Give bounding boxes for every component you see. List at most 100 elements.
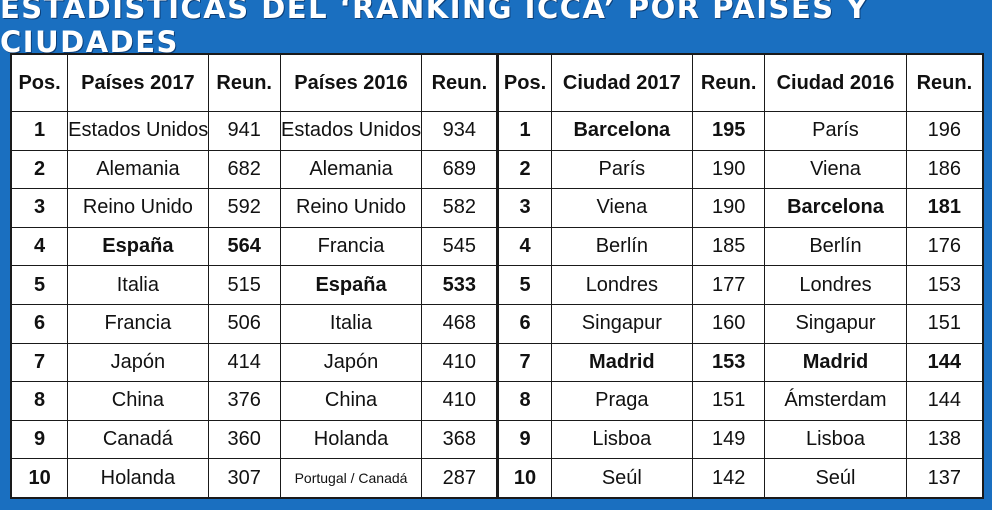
cell-reun-pais-2017: 506 [207,303,281,344]
cell-pais-2016: Japón [279,342,423,383]
table-row: 3 Reino Unido 592 Reino Unido 582 3 Viena 190 Ba… [10,188,984,228]
cell-pais-2017: Italia [67,265,209,305]
header-pos: Pos. [10,54,69,112]
table-row: 2 Alemania 682 Alemania 689 2 París 190 Viena 186 [10,149,984,190]
header-reun-paises-2016: Reun. [421,54,499,112]
cell-reun-ciudad-2017: 142 [692,458,766,498]
cell-reun-pais-2016: 533 [421,265,499,305]
cell-reun-ciudad-2017: 190 [692,188,766,228]
cell-ciudad-2017: Praga [550,381,694,421]
table-row: 1 Estados Unidos 941 Estados Unidos 934 1 Barc… [10,111,984,151]
cell-reun-pais-2016: 468 [421,303,499,344]
cell-reun-ciudad-2017: 177 [692,265,766,305]
cell-reun-ciudad-2016: 137 [905,458,984,498]
cell-pos-ciudad: 4 [496,226,552,267]
cell-pais-2017: Estados Unidos [67,111,209,151]
cell-pais-2017: Holanda [67,458,209,498]
table-row: 10 Holanda 307 Portugal / Canadá 287 10 Seúl 14… [10,458,984,498]
table-body: 1 Estados Unidos 941 Estados Unidos 934 1 Barc… [10,111,984,498]
cell-reun-ciudad-2017: 185 [692,226,766,267]
cell-pos: 7 [10,342,69,383]
cell-reun-pais-2016: 287 [421,458,499,498]
cell-reun-pais-2016: 934 [421,111,499,151]
cell-reun-pais-2017: 307 [207,458,281,498]
cell-pais-2017: Japón [67,342,209,383]
cell-reun-ciudad-2017: 149 [692,419,766,460]
cell-pos-ciudad: 3 [496,188,552,228]
header-paises-2016: Países 2016 [279,54,423,112]
cell-pais-2017: China [67,381,209,421]
table-row: 4 España 564 Francia 545 4 Berlín 185 Berlín 176 [10,226,984,267]
cell-reun-pais-2017: 515 [207,265,281,305]
table-header-row: Pos. Países 2017 Reun. Países 2016 Reun.… [10,54,984,112]
cell-ciudad-2017: Lisboa [550,419,694,460]
cell-ciudad-2017: Londres [550,265,694,305]
cell-reun-ciudad-2017: 160 [692,303,766,344]
cell-reun-ciudad-2017: 153 [692,342,766,383]
cell-pais-2016: Portugal / Canadá [279,458,423,498]
cell-pos: 2 [10,149,69,190]
header-reun-ciudad-2017: Reun. [692,54,766,112]
cell-ciudad-2016: Viena [764,149,907,190]
cell-pos-ciudad: 1 [496,111,552,151]
table-row: 6 Francia 506 Italia 468 6 Singapur 160 Singapur… [10,303,984,344]
cell-reun-pais-2016: 582 [421,188,499,228]
header-paises-2017: Países 2017 [67,54,209,112]
ranking-table: Pos. Países 2017 Reun. Países 2016 Reun.… [10,54,984,498]
cell-reun-pais-2017: 376 [207,381,281,421]
cell-reun-ciudad-2016: 144 [905,342,984,383]
cell-pos: 9 [10,419,69,460]
cell-pos-ciudad: 2 [496,149,552,190]
cell-reun-pais-2016: 410 [421,342,499,383]
cell-reun-pais-2016: 689 [421,149,499,190]
cell-ciudad-2016: París [764,111,907,151]
table-row: 7 Japón 414 Japón 410 7 Madrid 153 Madrid 144 [10,342,984,383]
cell-reun-pais-2017: 592 [207,188,281,228]
cell-ciudad-2016: Singapur [764,303,907,344]
cell-reun-ciudad-2016: 138 [905,419,984,460]
cell-pos-ciudad: 9 [496,419,552,460]
cell-ciudad-2017: Madrid [550,342,694,383]
cell-pos-ciudad: 8 [496,381,552,421]
cell-pais-2016: Estados Unidos [279,111,423,151]
cell-reun-ciudad-2016: 176 [905,226,984,267]
cell-ciudad-2016: Lisboa [764,419,907,460]
header-ciudad-2016: Ciudad 2016 [764,54,907,112]
header-reun-ciudad-2016: Reun. [905,54,984,112]
cell-ciudad-2017: Barcelona [550,111,694,151]
cell-ciudad-2017: Viena [550,188,694,228]
header-ciudad-2017: Ciudad 2017 [550,54,694,112]
cell-pos: 5 [10,265,69,305]
cell-reun-ciudad-2017: 151 [692,381,766,421]
cell-pais-2017: España [67,226,209,267]
cell-reun-ciudad-2016: 181 [905,188,984,228]
cell-pais-2016: Italia [279,303,423,344]
cell-ciudad-2016: Madrid [764,342,907,383]
cell-pos: 10 [10,458,69,498]
cell-pos: 8 [10,381,69,421]
cell-reun-pais-2017: 941 [207,111,281,151]
cell-pais-2016: Holanda [279,419,423,460]
cell-pais-2016: Alemania [279,149,423,190]
header-reun-paises-2017: Reun. [207,54,281,112]
cell-pais-2016: Francia [279,226,423,267]
page-title: ESTADÍSTICAS DEL ‘RANKING ICCA’ POR PAÍS… [0,0,869,59]
cell-reun-pais-2016: 410 [421,381,499,421]
cell-reun-pais-2017: 414 [207,342,281,383]
cell-reun-pais-2016: 368 [421,419,499,460]
cell-reun-ciudad-2016: 151 [905,303,984,344]
cell-pos-ciudad: 7 [496,342,552,383]
cell-pos: 6 [10,303,69,344]
header-pos-ciudades: Pos. [496,54,552,112]
cell-reun-ciudad-2016: 144 [905,381,984,421]
cell-reun-ciudad-2017: 190 [692,149,766,190]
cell-ciudad-2017: Singapur [550,303,694,344]
cell-ciudad-2017: París [550,149,694,190]
table-row: 8 China 376 China 410 8 Praga 151 Ámsterdam 144 [10,381,984,421]
cell-pos: 1 [10,111,69,151]
cell-pos: 4 [10,226,69,267]
cell-reun-ciudad-2017: 195 [692,111,766,151]
cell-reun-pais-2017: 564 [207,226,281,267]
cell-reun-pais-2017: 360 [207,419,281,460]
